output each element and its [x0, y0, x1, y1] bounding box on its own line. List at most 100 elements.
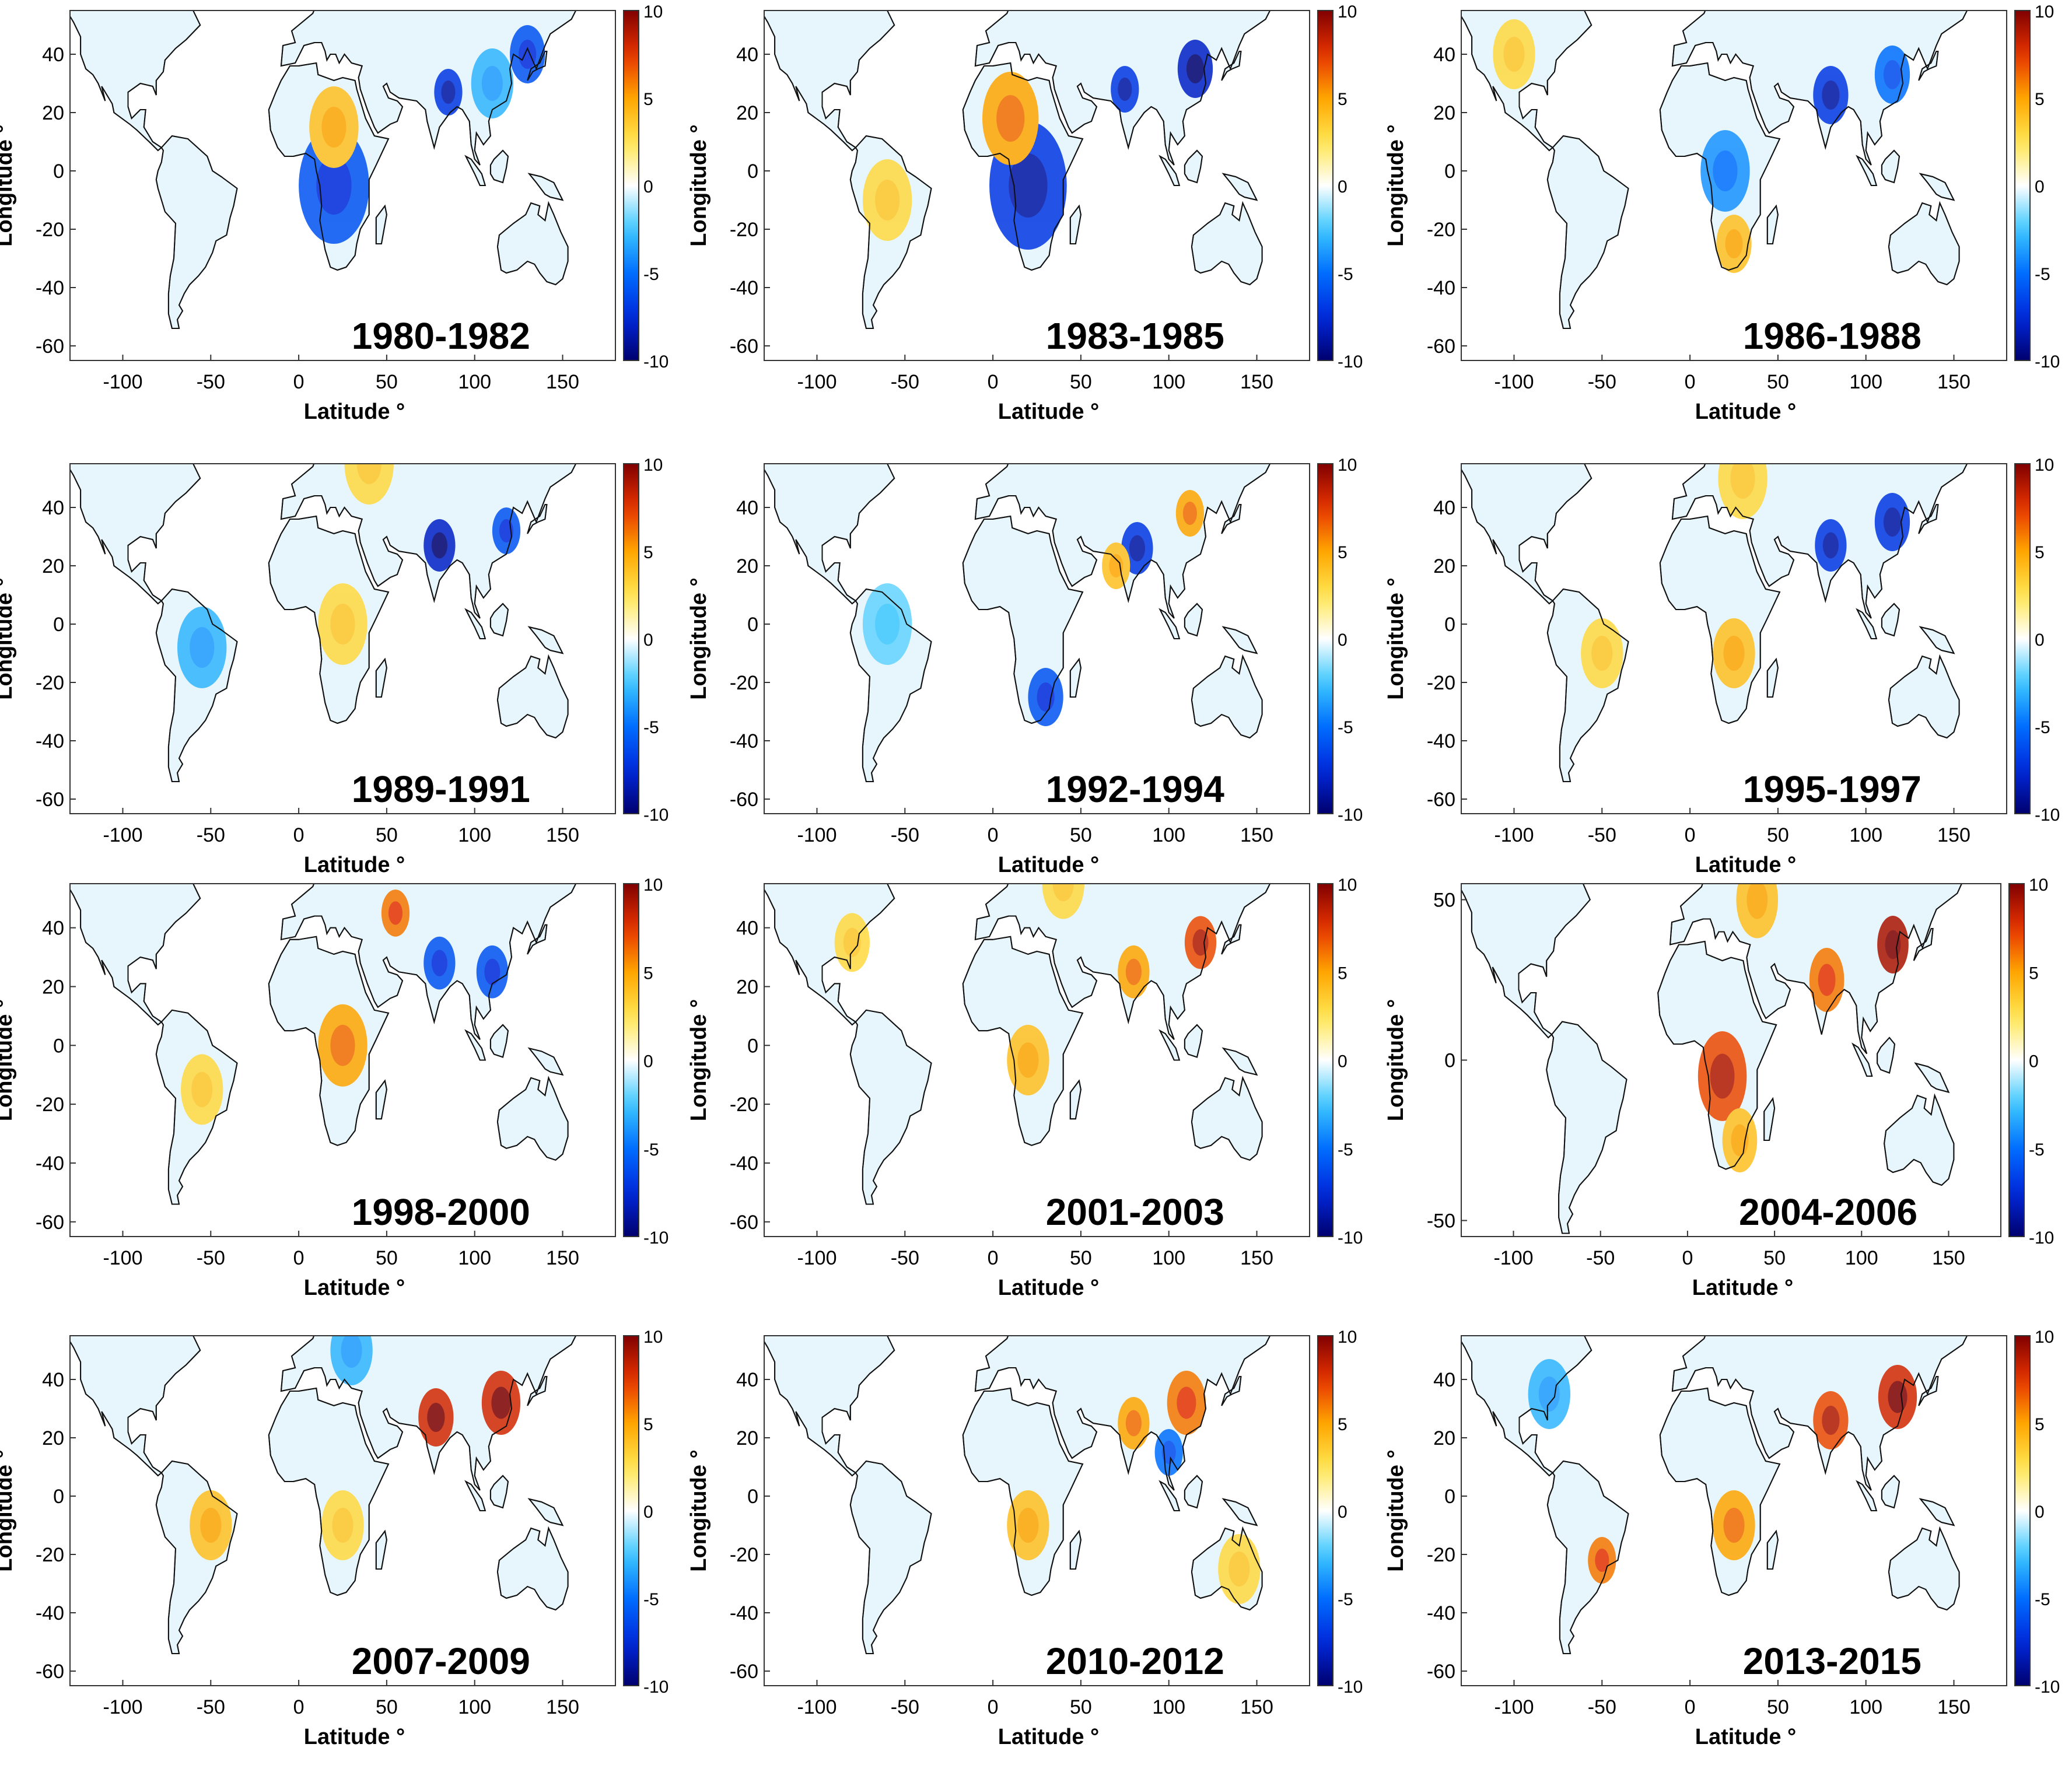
colorbar-tick-label: -10 [643, 1678, 668, 1697]
coastline-australia [1191, 1076, 1263, 1161]
colorbar-tick-label: 0 [2035, 631, 2045, 650]
x-axis-label: Latitude ° [1695, 853, 1797, 877]
x-tick-label: -50 [891, 824, 919, 846]
x-tick-label: 150 [1937, 1696, 1971, 1718]
x-tick-label: 0 [293, 1247, 304, 1269]
coastline-new-guinea [527, 173, 564, 201]
land-layer [70, 1336, 577, 1654]
coastline-north-america [764, 884, 895, 1026]
colorbar-tick-label: 10 [2035, 456, 2054, 475]
period-title: 1992-1994 [1046, 768, 1224, 810]
x-axis-label: Latitude ° [1695, 400, 1797, 424]
coastline-africa [1659, 62, 1781, 271]
colorbar-tick-label: -5 [643, 1590, 659, 1609]
period-title: 2001-2003 [1046, 1191, 1224, 1233]
x-tick-label: -100 [797, 1696, 836, 1718]
plot-frame [69, 463, 616, 814]
period-title: 1983-1985 [1046, 315, 1224, 357]
y-tick-label: 40 [736, 497, 758, 519]
y-tick-label: -20 [730, 219, 758, 241]
anomaly-hotspot-core [1746, 884, 1768, 919]
x-tick-label: 150 [1932, 1247, 1965, 1269]
anomaly-hotspot-core [1125, 958, 1142, 985]
coastline-madagascar [1766, 657, 1779, 698]
x-tick-label: -50 [891, 371, 919, 393]
x-tick-label: 50 [376, 824, 398, 846]
coastline-new-guinea [1914, 1062, 1950, 1094]
land-layer [70, 464, 577, 782]
landmass-north-america [764, 10, 895, 152]
land-layer [1461, 1336, 1968, 1654]
coastline-sumatra [1158, 608, 1181, 639]
coastline-africa [1659, 1387, 1781, 1596]
landmass-greenland-edge [1567, 397, 1646, 449]
y-tick-label: -40 [1427, 730, 1455, 752]
coastline-borneo [1881, 1475, 1901, 1509]
coastline-north-america [70, 10, 201, 152]
colorbar [623, 463, 639, 814]
x-tick-label: -50 [197, 1696, 225, 1718]
hotspot-layer [1581, 464, 1910, 688]
coastline-japan [1918, 504, 1939, 534]
coastline-north-america [1461, 464, 1592, 605]
coastline-japan [1918, 51, 1939, 81]
colorbar [1317, 1335, 1334, 1686]
colorbar-tick-label: 5 [2029, 964, 2039, 983]
colorbar-tick-label: -5 [1338, 1590, 1353, 1609]
period-title: 2004-2006 [1739, 1191, 1917, 1233]
coastline-north-america [70, 1336, 201, 1477]
coastline-australia [1191, 654, 1263, 739]
y-axis-label: Longitude ° [687, 577, 711, 699]
colorbar-tick-label: 10 [643, 456, 663, 475]
landmass-greenland-edge [870, 1269, 949, 1321]
anomaly-hotspot-core [1503, 37, 1525, 72]
outline-layer [70, 1336, 577, 1654]
coastline-africa [268, 1387, 390, 1596]
y-tick-label: 20 [1433, 102, 1455, 124]
y-tick-label: -40 [36, 1602, 64, 1624]
anomaly-hotspot-core [332, 1508, 354, 1543]
x-tick-label: 100 [1845, 1247, 1878, 1269]
x-tick-label: 150 [546, 824, 579, 846]
y-tick-label: -60 [36, 789, 64, 811]
outline-layer [764, 464, 1271, 782]
landmass-north-america [1461, 10, 1592, 152]
y-tick-label: 0 [53, 1035, 64, 1057]
x-tick-label: -100 [797, 1247, 836, 1269]
anomaly-hotspot-core [388, 901, 403, 925]
colorbar-tick-label: 0 [643, 1503, 653, 1522]
colorbar-tick-label: 0 [643, 177, 653, 197]
outline-layer [764, 10, 1271, 329]
x-tick-label: 100 [1152, 371, 1185, 393]
coastline-borneo [489, 603, 509, 637]
anomaly-hotspot-core [1017, 1508, 1039, 1543]
y-axis-label: Longitude ° [687, 999, 711, 1121]
colorbar [1317, 463, 1334, 814]
colorbar [2008, 883, 2025, 1237]
anomaly-hotspot-core [1818, 964, 1836, 996]
colorbar-tick-label: -5 [2035, 265, 2050, 284]
x-tick-label: -50 [197, 371, 225, 393]
coastline-eurasia [974, 10, 1271, 166]
anomaly-hotspot-core [1186, 54, 1205, 83]
x-tick-label: -50 [197, 824, 225, 846]
y-tick-label: -40 [730, 1602, 758, 1624]
coastline-borneo [489, 1475, 509, 1509]
y-tick-label: -40 [1427, 1602, 1455, 1624]
coastline-new-guinea [1222, 626, 1258, 654]
coastline-north-america [1461, 10, 1592, 152]
y-tick-label: -60 [1427, 1661, 1455, 1683]
y-tick-label: 40 [1433, 497, 1455, 519]
anomaly-hotspot-core [316, 156, 352, 215]
coastline-sumatra [464, 1480, 487, 1511]
y-tick-label: 20 [736, 555, 758, 577]
x-tick-label: 100 [1849, 1696, 1882, 1718]
coastline-japan [1913, 928, 1934, 961]
landmass-new-guinea [527, 1047, 564, 1076]
period-title: 1998-2000 [352, 1191, 530, 1233]
y-tick-label: 20 [1433, 555, 1455, 577]
coastline-japan [527, 924, 548, 955]
plot-frame [764, 10, 1310, 361]
colorbar-tick-label: -5 [643, 1140, 659, 1160]
